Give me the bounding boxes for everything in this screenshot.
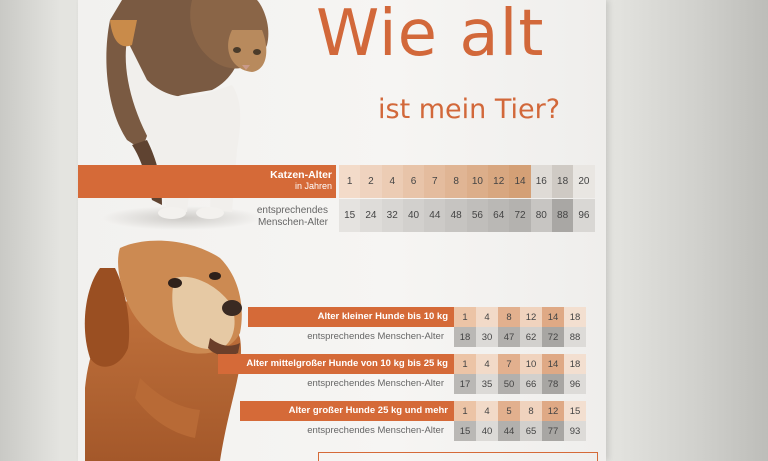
cat-age-label-main: Katzen-Alter bbox=[270, 169, 332, 181]
cat-human-age-cell: 44 bbox=[424, 199, 446, 232]
large-dog-age-cell: 4 bbox=[476, 401, 498, 421]
cat-human-age-cell: 88 bbox=[551, 199, 574, 232]
cat-age-label-sub: in Jahren bbox=[294, 180, 332, 191]
large-dog-human-age-cell: 40 bbox=[476, 421, 498, 441]
cat-human-age-cell: 24 bbox=[360, 199, 382, 232]
medium-dog-human-label: entsprechendes Menschen-Alter bbox=[307, 378, 444, 389]
large-dog-band bbox=[240, 401, 454, 421]
large-dog-age-row: 1 4 5 8 12 15 bbox=[454, 401, 586, 421]
cat-human-age-cell: 48 bbox=[445, 199, 467, 232]
cat-human-label: entsprechendes Menschen-Alter bbox=[257, 205, 328, 228]
small-dog-human-age-cell: 72 bbox=[542, 327, 564, 347]
medium-dog-age-cell: 1 bbox=[454, 354, 476, 374]
small-dog-age-cell: 14 bbox=[542, 307, 564, 327]
small-dog-human-age-cell: 88 bbox=[564, 327, 586, 347]
large-dog-human-age-cell: 77 bbox=[542, 421, 564, 441]
small-dog-age-cell: 8 bbox=[498, 307, 520, 327]
medium-dog-age-cell: 10 bbox=[520, 354, 542, 374]
large-dog-age-cell: 15 bbox=[564, 401, 586, 421]
medium-dog-age-row: 1 4 7 10 14 18 bbox=[454, 354, 586, 374]
small-dog-label: Alter kleiner Hunde bis 10 kg bbox=[317, 311, 448, 322]
medium-dog-human-age-cell: 66 bbox=[520, 374, 542, 394]
dog-photo bbox=[84, 240, 242, 461]
large-dog-age-cell: 12 bbox=[542, 401, 564, 421]
small-dog-human-age-cell: 62 bbox=[520, 327, 542, 347]
large-dog-age-cell: 1 bbox=[454, 401, 476, 421]
small-dog-age-row: 1 4 8 12 14 18 bbox=[454, 307, 586, 327]
medium-dog-human-age-cell: 35 bbox=[476, 374, 498, 394]
cat-human-age-cell: 32 bbox=[381, 199, 403, 232]
cat-age-band bbox=[78, 165, 336, 198]
small-dog-age-cell: 12 bbox=[520, 307, 542, 327]
small-dog-age-cell: 1 bbox=[454, 307, 476, 327]
medium-dog-human-age-cell: 50 bbox=[498, 374, 520, 394]
medium-dog-human-row: 17 35 50 66 78 96 bbox=[454, 374, 586, 394]
large-dog-age-cell: 8 bbox=[520, 401, 542, 421]
small-dog-band bbox=[248, 307, 454, 327]
cat-human-age-cell: 80 bbox=[530, 199, 552, 232]
medium-dog-band bbox=[218, 354, 454, 374]
large-dog-human-label: entsprechendes Menschen-Alter bbox=[307, 425, 444, 436]
cat-age-cell: 7 bbox=[424, 165, 446, 198]
small-dog-human-age-cell: 18 bbox=[454, 327, 476, 347]
medium-dog-human-age-cell: 78 bbox=[542, 374, 564, 394]
cat-human-row: 15 24 32 40 44 48 56 64 72 80 88 96 bbox=[339, 199, 595, 232]
cat-age-cell: 10 bbox=[466, 165, 489, 198]
cat-age-cell: 8 bbox=[445, 165, 467, 198]
cat-age-label: Katzen-Alter in Jahren bbox=[270, 169, 332, 191]
small-dog-human-age-cell: 30 bbox=[476, 327, 498, 347]
small-dog-age-cell: 18 bbox=[564, 307, 586, 327]
cat-human-label-line2: Menschen-Alter bbox=[257, 216, 328, 228]
cat-age-cell: 2 bbox=[360, 165, 382, 198]
bottom-frame bbox=[318, 452, 598, 461]
medium-dog-age-cell: 18 bbox=[564, 354, 586, 374]
small-dog-human-row: 18 30 47 62 72 88 bbox=[454, 327, 586, 347]
cat-age-cell: 6 bbox=[402, 165, 425, 198]
cat-human-age-cell: 40 bbox=[402, 199, 425, 232]
cat-age-cell: 1 bbox=[339, 165, 361, 198]
cat-age-cell: 16 bbox=[530, 165, 552, 198]
cat-human-label-line1: entsprechendes bbox=[256, 205, 328, 216]
large-dog-human-age-cell: 15 bbox=[454, 421, 476, 441]
cat-age-cell: 12 bbox=[488, 165, 510, 198]
cat-age-cell: 18 bbox=[551, 165, 574, 198]
cat-age-cell: 4 bbox=[381, 165, 403, 198]
medium-dog-age-cell: 4 bbox=[476, 354, 498, 374]
medium-dog-age-cell: 7 bbox=[498, 354, 520, 374]
medium-dog-human-age-cell: 17 bbox=[454, 374, 476, 394]
cat-age-row: 1 2 4 6 7 8 10 12 14 16 18 20 bbox=[339, 165, 595, 198]
small-dog-human-label: entsprechendes Menschen-Alter bbox=[307, 331, 444, 342]
medium-dog-human-age-cell: 96 bbox=[564, 374, 586, 394]
large-dog-label: Alter großer Hunde 25 kg und mehr bbox=[288, 405, 448, 416]
cat-human-age-cell: 72 bbox=[509, 199, 531, 232]
small-dog-age-cell: 4 bbox=[476, 307, 498, 327]
small-dog-human-age-cell: 47 bbox=[498, 327, 520, 347]
large-dog-human-age-cell: 65 bbox=[520, 421, 542, 441]
cat-age-cell: 14 bbox=[509, 165, 531, 198]
large-dog-human-row: 15 40 44 65 77 93 bbox=[454, 421, 586, 441]
page-title: Wie alt bbox=[316, 0, 545, 71]
medium-dog-label: Alter mittelgroßer Hunde von 10 kg bis 2… bbox=[246, 358, 448, 369]
page-subtitle: ist mein Tier? bbox=[378, 94, 561, 125]
large-dog-age-cell: 5 bbox=[498, 401, 520, 421]
cat-human-age-cell: 15 bbox=[339, 199, 361, 232]
large-dog-human-age-cell: 93 bbox=[564, 421, 586, 441]
cat-age-cell: 20 bbox=[573, 165, 595, 198]
cat-human-age-cell: 96 bbox=[573, 199, 595, 232]
cat-human-age-cell: 64 bbox=[488, 199, 510, 232]
large-dog-human-age-cell: 44 bbox=[498, 421, 520, 441]
cat-human-age-cell: 56 bbox=[466, 199, 489, 232]
medium-dog-age-cell: 14 bbox=[542, 354, 564, 374]
